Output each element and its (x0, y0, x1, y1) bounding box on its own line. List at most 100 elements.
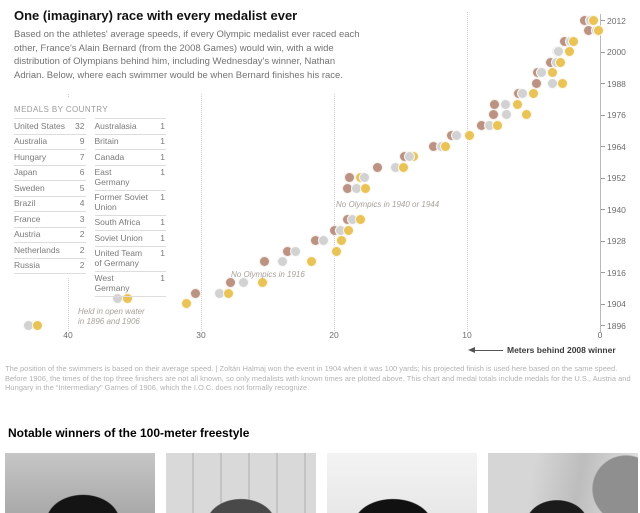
header-background (0, 0, 372, 93)
x-gridline-10 (467, 12, 468, 331)
medal-table-row: South Africa 1 (94, 214, 166, 231)
y-tick-2000 (601, 51, 605, 53)
medal-count-value: 2 (79, 260, 85, 270)
medal-count-value: 7 (79, 151, 85, 162)
medal-count-value: 1 (160, 192, 165, 202)
medal-dot-gold-1980 (512, 98, 524, 110)
medals-by-country-table: United States 32 Australia 9 Hungary 7 Japan 6 S… (14, 118, 166, 297)
winner-photo-2 (166, 453, 316, 513)
medal-country-label: Russia (14, 260, 40, 270)
medal-table-row: United States 32 (14, 118, 86, 134)
medal-dot-bronze-1988 (530, 77, 542, 89)
medals-table-left-column: United States 32 Australia 9 Hungary 7 Japan 6 S… (14, 118, 86, 297)
medal-dot-bronze-1908 (190, 287, 202, 299)
medal-dot-bronze-1956 (372, 161, 384, 173)
y-tick-1964 (601, 146, 605, 148)
medal-dot-silver-1976 (501, 109, 513, 121)
chart-footnote: The position of the swimmers is based on… (5, 364, 631, 392)
medal-country-label: South Africa (94, 217, 141, 227)
medal-dot-gold-1908 (223, 287, 235, 299)
y-tick-1976 (601, 114, 605, 116)
y-tick-label-1964: 1964 (607, 141, 626, 152)
medal-count-value: 2 (79, 244, 85, 255)
y-tick-1904 (601, 303, 605, 305)
medal-country-label: Sweden (14, 182, 45, 193)
medal-dot-silver-1906 (111, 293, 123, 305)
medal-country-label: United States (14, 120, 66, 131)
medal-table-row: Britain 1 (94, 133, 166, 150)
race-scatter-chart: 40 30 20 10 0 2012 2000 1988 1976 1964 1952 1940 192… (0, 0, 626, 355)
medal-dot-gold-1936 (355, 214, 367, 226)
y-tick-label-2000: 2000 (607, 47, 626, 58)
medal-country-label: Austria (14, 229, 41, 239)
y-tick-label-1904: 1904 (607, 299, 626, 310)
medal-country-label: Britain (94, 136, 119, 146)
medals-table-heading: MEDALS BY COUNTRY (14, 105, 109, 114)
medal-table-row: Australia 9 (14, 133, 86, 150)
medal-count-value: 1 (160, 136, 165, 146)
medal-dot-silver-1952 (359, 172, 371, 184)
notable-winners-photos (5, 453, 638, 513)
medals-table-right-column: Australasia 1 Britain 1 Canada 1 East Germany 1… (94, 118, 166, 297)
medal-dot-silver-1912 (238, 277, 250, 289)
y-tick-1928 (601, 240, 605, 242)
medal-count-value: 1 (160, 151, 165, 162)
medal-count-value: 1 (160, 167, 165, 177)
x-tick-label-20: 20 (329, 330, 339, 340)
medal-dot-silver-1960 (404, 151, 416, 163)
medal-country-label: East Germany (94, 167, 130, 187)
medal-country-label: Netherlands (14, 244, 60, 255)
y-tick-label-1988: 1988 (607, 78, 626, 89)
y-tick-label-1916: 1916 (607, 267, 626, 278)
medal-count-value: 2 (79, 229, 85, 239)
y-tick-label-1976: 1976 (607, 110, 626, 121)
medal-dot-gold-1956 (397, 161, 409, 173)
medal-dot-silver-1984 (517, 88, 529, 100)
medal-dot-gold-2012 (587, 14, 599, 26)
medal-dot-gold-1924 (331, 245, 343, 257)
medal-table-row: Brazil 4 (14, 195, 86, 212)
x-gridline-30 (201, 12, 202, 331)
medal-dot-gold-1972 (492, 119, 504, 131)
year-axis-line (600, 14, 601, 332)
medal-dot-gold-1988 (557, 77, 569, 89)
y-tick-1952 (601, 177, 605, 179)
x-tick-label-0: 0 (597, 330, 603, 340)
medal-table-row: Russia 2 (14, 257, 86, 274)
medal-table-row: Hungary 7 (14, 149, 86, 165)
x-axis-title: Meters behind 2008 winner (468, 345, 616, 355)
medal-dot-silver-1920 (276, 256, 288, 268)
annotation-no-olympics-1940-1944: No Olympics in 1940 or 1944 (336, 200, 440, 209)
x-tick-label-40: 40 (63, 330, 73, 340)
y-tick-1940 (601, 209, 605, 211)
medal-dot-gold-1920 (305, 256, 317, 268)
medal-dot-gold-1968 (464, 130, 476, 142)
medal-table-row: Soviet Union 1 (94, 230, 166, 246)
medal-dot-gold-1932 (343, 224, 355, 236)
y-tick-label-2012: 2012 (607, 15, 626, 26)
medal-table-row: Former Soviet Union 1 (94, 189, 166, 215)
table-background (10, 98, 172, 278)
medal-country-label: Soviet Union (94, 232, 143, 243)
medal-dot-gold-1928 (336, 235, 348, 247)
left-arrow-icon (468, 347, 475, 353)
medal-dot-silver-1928 (317, 235, 329, 247)
medal-table-row: United Team of Germany 1 (94, 245, 166, 271)
y-tick-1988 (601, 83, 605, 85)
medal-table-row: France 3 (14, 211, 86, 227)
medal-count-value: 4 (79, 198, 85, 208)
medal-dot-silver-1968 (450, 130, 462, 142)
medal-dot-gold-1904 (180, 298, 192, 310)
notable-winners-heading: Notable winners of the 100-meter freesty… (8, 426, 250, 440)
page-title: One (imaginary) race with every medalist… (14, 8, 298, 23)
medal-country-label: West Germany (94, 273, 130, 293)
x-axis-title-label: Meters behind 2008 winner (507, 345, 616, 355)
y-tick-label-1896: 1896 (607, 320, 626, 331)
medal-count-value: 1 (160, 232, 165, 243)
medal-dot-silver-1924 (289, 245, 301, 257)
medal-dot-gold-1992 (546, 67, 558, 79)
winner-photo-1 (5, 453, 155, 513)
medal-dot-gold-1984 (528, 88, 539, 100)
medal-country-label: Australasia (94, 120, 137, 131)
